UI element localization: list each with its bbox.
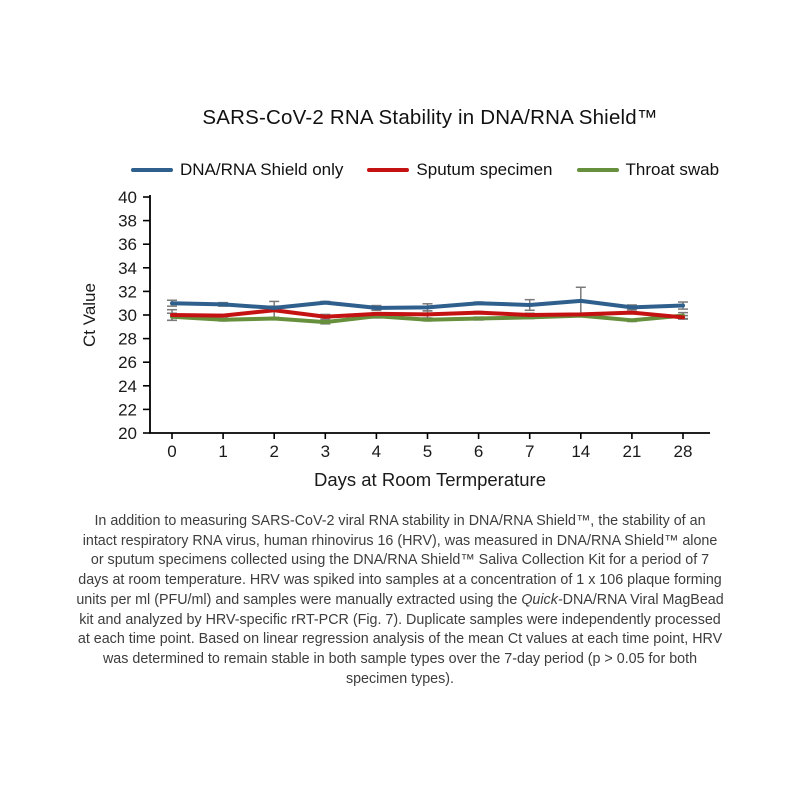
chart-title: SARS-CoV-2 RNA Stability in DNA/RNA Shie… xyxy=(202,106,658,129)
y-axis-title: Ct Value xyxy=(80,283,99,347)
svg-text:7: 7 xyxy=(525,442,534,461)
svg-text:30: 30 xyxy=(118,306,137,325)
chart-legend: DNA/RNA Shield only Sputum specimen Thro… xyxy=(50,160,800,180)
svg-text:3: 3 xyxy=(321,442,330,461)
legend-item-sputum: Sputum specimen xyxy=(367,160,553,180)
svg-text:28: 28 xyxy=(118,330,137,349)
series-line-sputum-specimen xyxy=(170,308,685,320)
legend-label-shield-only: DNA/RNA Shield only xyxy=(179,160,344,179)
svg-text:24: 24 xyxy=(118,377,137,396)
svg-text:1: 1 xyxy=(218,442,227,461)
figure-caption: In addition to measuring SARS-CoV-2 vira… xyxy=(76,512,724,689)
legend-item-shield-only: DNA/RNA Shield only xyxy=(130,160,344,180)
series-line-dna-rna-shield-only xyxy=(170,298,685,310)
x-axis-ticks: 0 1 2 3 4 5 6 7 14 21 28 xyxy=(167,433,692,461)
svg-text:40: 40 xyxy=(118,188,137,207)
series-line-throat-swab xyxy=(170,313,685,325)
caption-text-after: DNA/RNA Viral MagBead kit and analyzed b… xyxy=(77,591,724,687)
y-axis-ticks: 20 22 24 26 28 30 32 34 36 38 40 xyxy=(118,188,150,443)
svg-text:28: 28 xyxy=(674,442,693,461)
svg-text:22: 22 xyxy=(118,400,137,419)
svg-text:34: 34 xyxy=(118,259,137,278)
svg-text:2: 2 xyxy=(269,442,278,461)
caption-italic-word: Quick- xyxy=(521,591,563,608)
svg-text:6: 6 xyxy=(474,442,483,461)
svg-text:14: 14 xyxy=(571,442,590,461)
legend-line-sample-blue xyxy=(130,167,173,173)
legend-line-sample-red xyxy=(367,167,410,173)
svg-text:38: 38 xyxy=(118,212,137,231)
legend-item-throat-swab: Throat swab xyxy=(576,160,720,180)
x-axis-title: Days at Room Termperature xyxy=(314,469,546,490)
svg-text:36: 36 xyxy=(118,235,137,254)
svg-text:20: 20 xyxy=(118,424,137,443)
caption-text-before: In addition to measuring SARS-CoV-2 vira… xyxy=(76,513,722,608)
svg-text:26: 26 xyxy=(118,353,137,372)
svg-text:4: 4 xyxy=(372,442,381,461)
legend-label-throat-swab: Throat swab xyxy=(625,160,720,179)
svg-text:32: 32 xyxy=(118,282,137,301)
legend-label-sputum: Sputum specimen xyxy=(416,160,553,179)
legend-line-sample-green xyxy=(576,167,619,173)
svg-text:5: 5 xyxy=(423,442,432,461)
svg-text:0: 0 xyxy=(167,442,176,461)
svg-text:21: 21 xyxy=(622,442,641,461)
